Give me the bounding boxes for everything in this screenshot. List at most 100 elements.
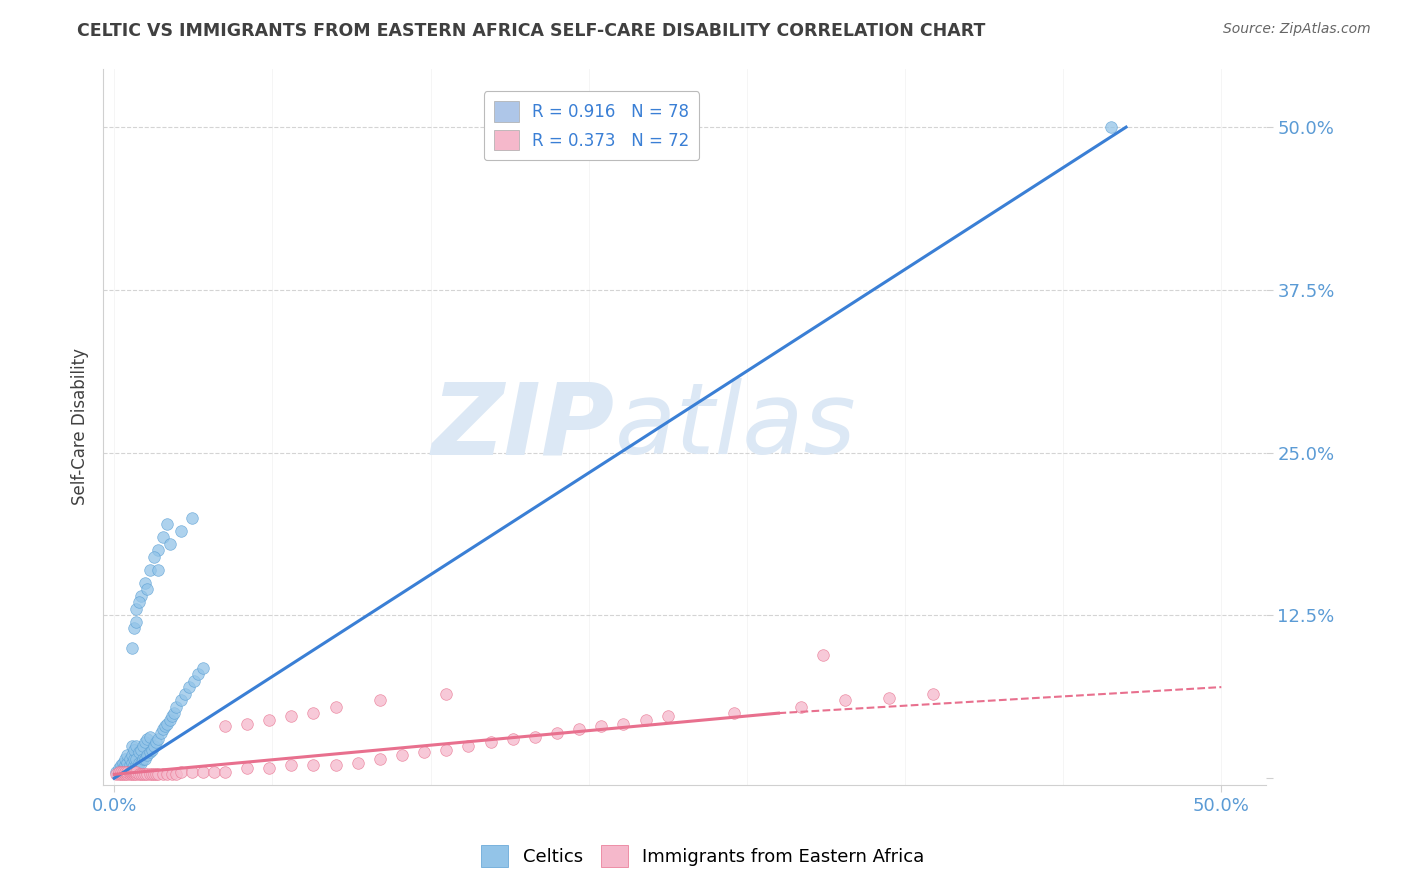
Point xyxy=(134,767,156,781)
Point xyxy=(134,575,156,590)
Point xyxy=(169,693,191,707)
Point xyxy=(169,524,191,538)
Point xyxy=(789,699,811,714)
Point xyxy=(138,563,160,577)
Point xyxy=(117,767,139,781)
Point xyxy=(122,752,145,766)
Point xyxy=(125,752,148,766)
Point xyxy=(136,732,159,747)
Point xyxy=(114,764,136,779)
Point xyxy=(163,706,186,720)
Point xyxy=(110,762,132,776)
Point xyxy=(280,758,302,772)
Point xyxy=(134,735,156,749)
Point xyxy=(191,660,214,674)
Point xyxy=(117,756,139,770)
Point xyxy=(114,767,136,781)
Point xyxy=(105,767,128,781)
Point xyxy=(523,730,546,744)
Text: Source: ZipAtlas.com: Source: ZipAtlas.com xyxy=(1223,22,1371,37)
Point xyxy=(110,764,132,779)
Point xyxy=(325,758,347,772)
Point xyxy=(302,758,325,772)
Point xyxy=(148,767,170,781)
Point xyxy=(591,719,613,733)
Point xyxy=(125,758,148,772)
Point xyxy=(125,615,148,629)
Point xyxy=(368,752,391,766)
Point xyxy=(257,761,280,775)
Point xyxy=(457,739,479,753)
Point xyxy=(121,764,143,779)
Point xyxy=(214,719,236,733)
Point xyxy=(153,719,176,733)
Text: CELTIC VS IMMIGRANTS FROM EASTERN AFRICA SELF-CARE DISABILITY CORRELATION CHART: CELTIC VS IMMIGRANTS FROM EASTERN AFRICA… xyxy=(77,22,986,40)
Point xyxy=(257,713,280,727)
Point xyxy=(112,764,135,779)
Legend: R = 0.916   N = 78, R = 0.373   N = 72: R = 0.916 N = 78, R = 0.373 N = 72 xyxy=(484,91,699,161)
Point xyxy=(132,752,155,766)
Point xyxy=(138,730,160,744)
Point xyxy=(141,767,163,781)
Point xyxy=(152,530,174,544)
Point xyxy=(118,764,141,779)
Point xyxy=(128,745,150,759)
Point xyxy=(174,687,197,701)
Point xyxy=(165,699,187,714)
Point xyxy=(169,764,191,779)
Point xyxy=(138,745,160,759)
Point xyxy=(546,725,568,739)
Point xyxy=(129,767,152,781)
Point xyxy=(156,716,179,731)
Point xyxy=(121,747,143,762)
Point xyxy=(118,764,141,779)
Point xyxy=(107,767,129,781)
Point xyxy=(125,602,148,616)
Point xyxy=(214,764,236,779)
Point xyxy=(149,725,172,739)
Point xyxy=(129,756,152,770)
Point xyxy=(128,756,150,770)
Point xyxy=(236,761,259,775)
Point xyxy=(152,722,174,736)
Point xyxy=(132,739,155,753)
Point xyxy=(141,742,163,756)
Point xyxy=(159,713,181,727)
Point xyxy=(114,764,136,779)
Point xyxy=(107,761,129,775)
Point xyxy=(110,764,132,779)
Point xyxy=(368,693,391,707)
Text: ZIP: ZIP xyxy=(432,378,614,475)
Point xyxy=(434,687,457,701)
Point xyxy=(302,706,325,720)
Point xyxy=(132,767,155,781)
Point xyxy=(122,764,145,779)
Point xyxy=(568,722,591,736)
Point xyxy=(187,667,209,681)
Point xyxy=(125,767,148,781)
Point xyxy=(159,537,181,551)
Point xyxy=(179,680,201,694)
Point xyxy=(112,764,135,779)
Point xyxy=(128,767,150,781)
Point xyxy=(136,747,159,762)
Point xyxy=(143,739,166,753)
Point xyxy=(479,735,502,749)
Point xyxy=(121,761,143,775)
Point xyxy=(391,747,413,762)
Point xyxy=(122,758,145,772)
Point xyxy=(121,739,143,753)
Point xyxy=(112,761,135,775)
Point xyxy=(122,622,145,636)
Point xyxy=(160,708,183,723)
Point xyxy=(434,742,457,756)
Point xyxy=(156,517,179,532)
Point xyxy=(156,767,179,781)
Point xyxy=(143,549,166,564)
Point xyxy=(152,767,174,781)
Point xyxy=(834,693,856,707)
Point xyxy=(114,752,136,766)
Y-axis label: Self-Care Disability: Self-Care Disability xyxy=(72,348,89,505)
Point xyxy=(877,690,900,705)
Point xyxy=(121,640,143,655)
